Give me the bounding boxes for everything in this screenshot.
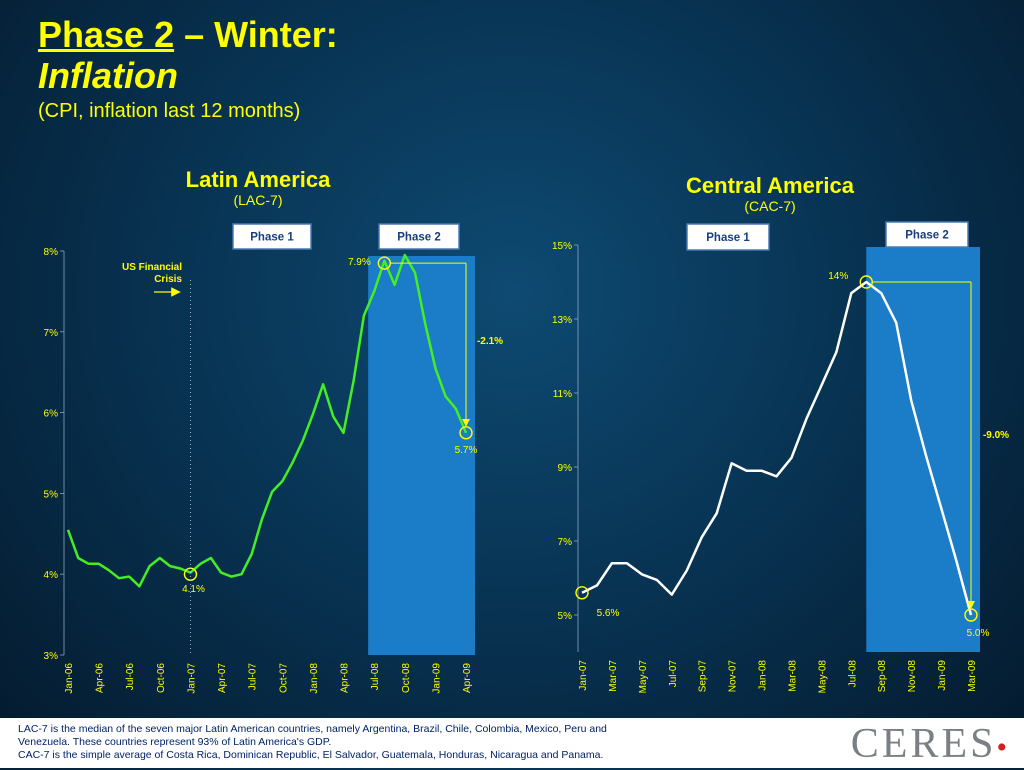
lac-y-tick-label: 6% [44, 409, 59, 420]
cac-y-tick-label: 11% [553, 389, 572, 400]
cac-chart: 15% 13% 11% 9% 7% 5% Jan-07 Mar-07 May-07 Jul-07 S… [552, 221, 1009, 694]
lac-chart-subtitle: (LAC-7) [233, 192, 283, 208]
cac-phase-box-2 [885, 221, 969, 248]
lac-phase-box-2 [378, 223, 460, 250]
cac-annotation-label: 5.0% [967, 628, 990, 639]
lac-annotation-label: 4.1% [182, 584, 205, 595]
cac-annotation-label: 14% [828, 271, 848, 282]
cac-series-line [581, 280, 973, 616]
cac-phase-box-1 [686, 223, 770, 251]
lac-y-tick-label: 5% [44, 489, 59, 500]
lac-change-label: -2.1% [477, 336, 503, 347]
lac-x-tick-label: Jan-07 [186, 663, 197, 694]
cac-x-tick-label: Jan-09 [937, 660, 948, 691]
lac-x-tick-label: Jul-08 [370, 663, 381, 691]
cac-x-tick-label: May-07 [638, 660, 649, 694]
title-rest: – Winter: [174, 14, 338, 55]
lac-phase-label-2: Phase 2 [397, 232, 440, 244]
cac-annotation-label: 5.6% [597, 608, 620, 619]
cac-chart-title: Central America [686, 173, 854, 198]
lac-y-tick-label: 7% [44, 328, 59, 339]
cac-y-tick-label: 9% [558, 463, 573, 474]
cac-y-tick-label: 15% [552, 241, 572, 252]
lac-annotation-circle [459, 426, 473, 440]
ceres-logo-dot: • [996, 731, 1010, 764]
lac-x-tick-label: Jul-06 [125, 663, 136, 691]
footer-note-lac: LAC-7 is the median of the seven major L… [18, 723, 607, 735]
cac-x-tick-label: May-08 [817, 660, 828, 694]
cac-x-tick-label: Jul-07 [668, 660, 679, 688]
cac-x-tick-label: Sep-07 [698, 660, 709, 693]
lac-y-tick-label: 3% [44, 651, 59, 662]
lac-x-tick-label: Oct-07 [278, 663, 289, 693]
cac-x-tick-label: Nov-08 [907, 660, 918, 693]
footer-notes: LAC-7 is the median of the seven major L… [18, 723, 698, 762]
cac-phase-label-1: Phase 1 [706, 232, 750, 244]
lac-x-tick-label: Oct-08 [401, 663, 412, 693]
cac-chart-subtitle: (CAC-7) [744, 198, 796, 214]
slide-subtitle: (CPI, inflation last 12 months) [38, 100, 301, 122]
charts-canvas: 8% 7% 6% 5% 4% 3% Jan-06 Apr-06 Jul-06 Oct-06 Jan-… [44, 221, 1009, 694]
slide-topic: Inflation [38, 55, 178, 96]
lac-x-tick-label: Jan-08 [309, 663, 320, 694]
lac-y-tick-label: 4% [44, 570, 59, 581]
ceres-logo-text: CERES [850, 721, 997, 767]
lac-chart-title: Latin America [185, 167, 331, 192]
footer-note-cac: CAC-7 is the simple average of Costa Ric… [18, 749, 604, 761]
cac-y-tick-label: 7% [558, 537, 573, 548]
cac-x-tick-label: Mar-08 [787, 660, 798, 692]
cac-x-tick-label: Mar-07 [608, 660, 619, 692]
lac-x-tick-label: Jan-09 [431, 663, 442, 694]
cac-y-tick-label: 5% [558, 611, 573, 622]
lac-x-tick-label: Apr-08 [340, 663, 351, 693]
cac-y-tick-label: 13% [552, 315, 572, 326]
slide-title: Phase 2 – Winter: [38, 14, 338, 56]
cac-chart-heading: Central America (CAC-7) [660, 173, 880, 215]
ceres-logo: CERES• [851, 722, 1010, 770]
lac-phase-box-1 [232, 223, 312, 250]
cac-annotation-circle [964, 608, 978, 622]
lac-x-tick-label: Apr-09 [462, 663, 473, 693]
lac-annotation-label: 7.9% [348, 257, 371, 268]
cac-x-tick-label: Jan-08 [758, 660, 769, 691]
cac-change-label: -9.0% [983, 430, 1009, 441]
lac-x-tick-label: Jan-06 [64, 663, 75, 694]
lac-x-tick-label: Jul-07 [248, 663, 259, 691]
title-phase: Phase 2 [38, 14, 175, 55]
cac-x-tick-label: Jan-07 [578, 660, 589, 691]
cac-x-tick-label: Nov-07 [728, 660, 739, 693]
cac-x-tick-label: Mar-09 [967, 660, 978, 692]
lac-chart-heading: Latin America (LAC-7) [158, 167, 358, 209]
lac-x-tick-label: Oct-06 [156, 663, 167, 693]
lac-x-tick-label: Apr-06 [95, 663, 106, 693]
cac-x-tick-label: Sep-08 [877, 660, 888, 693]
cac-annotation-circle [575, 586, 589, 600]
cac-x-tick-label: Jul-08 [847, 660, 858, 688]
crisis-label-line2: Crisis [154, 274, 182, 285]
footer-note-lac-cont: Venezuela. These countries represent 93%… [18, 736, 332, 748]
cac-phase-label-2: Phase 2 [905, 230, 948, 242]
footer: LAC-7 is the median of the seven major L… [0, 718, 1024, 768]
lac-chart: 8% 7% 6% 5% 4% 3% Jan-06 Apr-06 Jul-06 Oct-06 Jan-… [44, 223, 503, 694]
lac-annotation-label: 5.7% [455, 445, 478, 456]
lac-x-tick-label: Apr-07 [217, 663, 228, 693]
slide-title-block: Phase 2 – Winter: Inflation (CPI, inflat… [38, 14, 338, 126]
lac-series-line [66, 253, 468, 588]
lac-y-tick-label: 8% [44, 247, 59, 258]
lac-phase2-shade [368, 256, 475, 655]
lac-annotation-circle [183, 567, 198, 581]
crisis-label-line1: US Financial [122, 262, 182, 273]
lac-phase-label-1: Phase 1 [250, 232, 294, 244]
